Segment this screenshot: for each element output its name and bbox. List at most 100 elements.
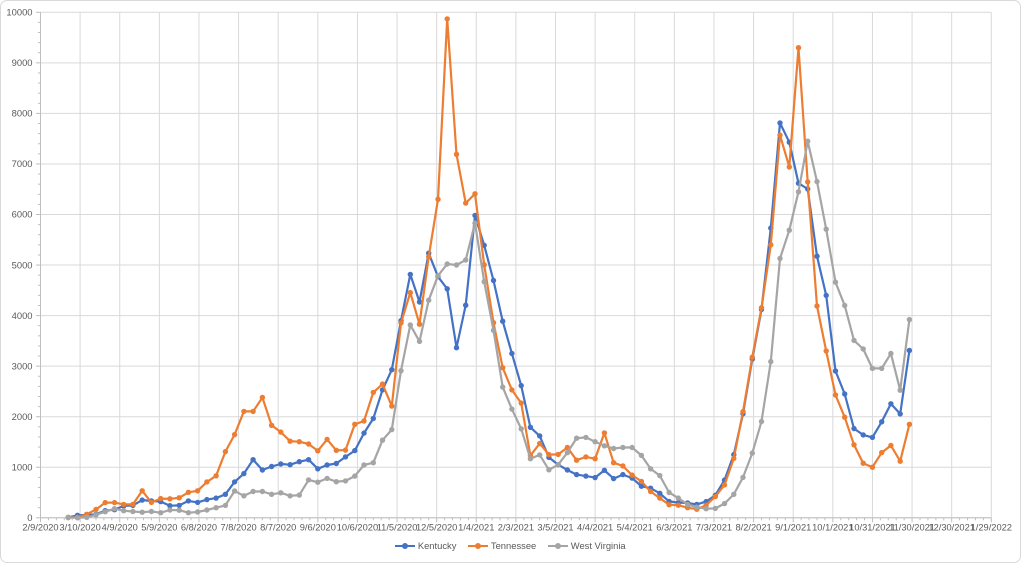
data-point-marker-west-virginia	[167, 507, 173, 513]
data-point-marker-tennessee	[194, 488, 201, 494]
data-point-marker-kentucky	[509, 350, 515, 357]
x-axis-label: 7/3/2021	[696, 523, 732, 533]
data-point-marker-west-virginia	[481, 279, 487, 285]
data-point-marker-kentucky	[463, 302, 469, 308]
data-point-marker-kentucky	[518, 382, 524, 389]
data-point-marker-west-virginia	[777, 255, 783, 262]
data-point-marker-west-virginia	[139, 509, 145, 515]
data-point-marker-kentucky	[222, 491, 229, 497]
data-point-marker-kentucky	[389, 367, 395, 373]
data-point-marker-tennessee	[176, 495, 182, 501]
data-point-marker-west-virginia	[583, 434, 589, 441]
legend-item-kentucky[interactable]: Kentucky	[395, 541, 456, 550]
data-point-marker-tennessee	[851, 442, 857, 448]
data-point-marker-kentucky	[333, 460, 339, 467]
data-point-marker-tennessee	[879, 449, 885, 456]
data-point-marker-kentucky	[472, 212, 478, 219]
data-point-marker-west-virginia	[666, 489, 672, 496]
series-line-tennessee[interactable]	[67, 17, 911, 519]
data-point-marker-tennessee	[444, 16, 450, 22]
data-point-marker-kentucky	[139, 497, 145, 503]
tennessee-line-marker-icon	[468, 542, 489, 549]
legend-item-tennessee[interactable]: Tennessee	[468, 541, 536, 550]
data-point-marker-kentucky	[500, 318, 506, 324]
data-point-marker-tennessee	[148, 499, 155, 506]
data-point-marker-tennessee	[601, 430, 608, 436]
x-axis-label: 1/29/2022	[971, 523, 1012, 533]
data-point-marker-tennessee	[620, 463, 626, 469]
data-point-marker-kentucky	[204, 496, 210, 503]
data-point-marker-west-virginia	[407, 322, 413, 328]
data-point-marker-tennessee	[167, 496, 173, 502]
data-point-marker-tennessee	[158, 495, 164, 502]
data-point-marker-west-virginia	[213, 505, 219, 511]
data-point-marker-tennessee	[758, 305, 765, 311]
data-point-marker-west-virginia	[416, 338, 423, 345]
data-point-marker-kentucky	[657, 490, 663, 496]
data-point-marker-tennessee	[897, 458, 903, 464]
data-point-marker-tennessee	[352, 421, 358, 427]
data-point-marker-kentucky	[573, 471, 580, 478]
data-point-marker-kentucky	[250, 457, 256, 463]
data-point-marker-tennessee	[324, 436, 330, 443]
data-point-marker-west-virginia	[814, 178, 820, 185]
data-point-marker-tennessee	[130, 501, 136, 508]
y-axis-label: 7000	[12, 158, 33, 169]
data-point-marker-tennessee	[638, 478, 645, 485]
data-point-marker-tennessee	[721, 482, 728, 488]
data-point-marker-west-virginia	[158, 510, 164, 516]
series-line-kentucky[interactable]	[67, 121, 911, 519]
data-point-marker-kentucky	[583, 473, 589, 479]
data-point-marker-tennessee	[888, 442, 894, 449]
data-point-marker-tennessee	[842, 414, 848, 420]
data-point-marker-west-virginia	[786, 227, 792, 233]
legend-label: Tennessee	[490, 540, 537, 551]
data-point-marker-west-virginia	[315, 479, 321, 485]
data-point-marker-kentucky	[610, 475, 617, 482]
data-point-marker-kentucky	[444, 286, 450, 292]
x-axis-label: 12/5/2020	[416, 523, 457, 533]
data-point-marker-kentucky	[361, 430, 367, 436]
data-point-marker-kentucky	[869, 434, 876, 441]
x-axis-label: 11/5/2020	[377, 523, 418, 533]
data-point-marker-west-virginia	[768, 358, 774, 365]
data-point-marker-tennessee	[278, 429, 284, 435]
data-point-marker-tennessee	[93, 506, 99, 513]
data-point-marker-kentucky	[370, 415, 376, 422]
legend-item-west-virginia[interactable]: West Virginia	[548, 541, 626, 550]
data-point-marker-west-virginia	[426, 297, 432, 303]
data-point-marker-tennessee	[315, 448, 321, 454]
data-point-marker-tennessee	[426, 254, 432, 260]
data-point-marker-tennessee	[805, 179, 811, 185]
data-point-marker-tennessee	[185, 489, 192, 495]
data-point-marker-tennessee	[463, 200, 469, 206]
data-point-marker-west-virginia	[185, 510, 192, 516]
data-point-marker-west-virginia	[111, 506, 118, 512]
data-point-marker-tennessee	[823, 348, 829, 354]
data-point-marker-west-virginia	[102, 509, 108, 515]
data-point-marker-tennessee	[500, 365, 506, 371]
data-point-marker-tennessee	[472, 191, 478, 197]
data-point-marker-kentucky	[897, 411, 903, 417]
series-line-west-virginia[interactable]	[67, 140, 911, 519]
data-point-marker-kentucky	[278, 461, 284, 467]
x-axis-label: 3/5/2021	[537, 523, 573, 533]
data-point-marker-tennessee	[860, 460, 866, 466]
data-point-marker-west-virginia	[130, 508, 136, 515]
y-axis-label: 6000	[12, 209, 33, 220]
data-point-marker-tennessee	[555, 451, 561, 458]
data-point-marker-west-virginia	[795, 189, 802, 195]
data-point-marker-kentucky	[823, 292, 829, 299]
data-point-marker-tennessee	[795, 45, 802, 51]
data-point-marker-tennessee	[768, 242, 774, 248]
data-point-marker-tennessee	[546, 451, 552, 458]
data-point-marker-kentucky	[176, 502, 182, 509]
data-point-marker-kentucky	[592, 474, 598, 481]
y-axis-label: 5000	[12, 259, 33, 270]
data-point-marker-tennessee	[111, 499, 118, 506]
data-point-marker-kentucky	[213, 495, 219, 501]
x-axis-label: 9/6/2020	[300, 523, 336, 533]
y-axis-label: 4000	[12, 310, 33, 321]
data-point-marker-west-virginia	[370, 460, 376, 466]
